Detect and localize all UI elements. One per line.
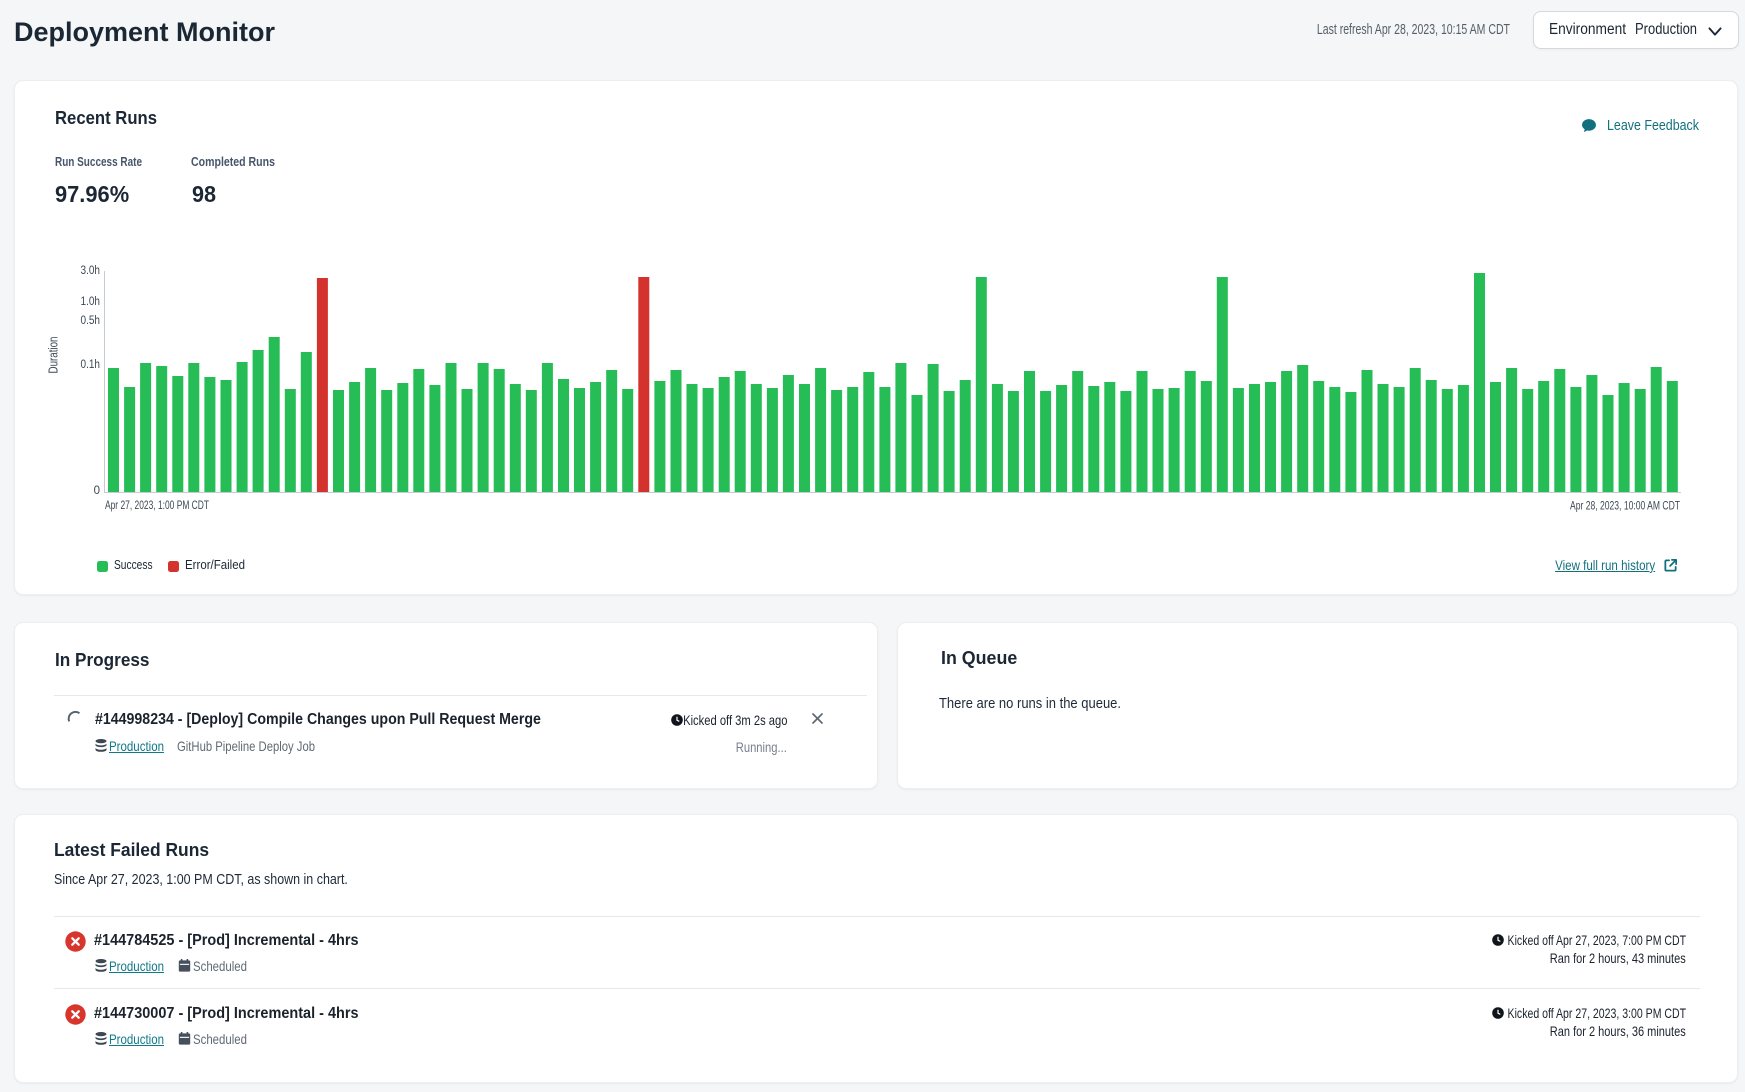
svg-text:3.0h: 3.0h <box>81 265 101 277</box>
svg-text:Apr 28, 2023, 10:00 AM CDT: Apr 28, 2023, 10:00 AM CDT <box>1570 501 1680 513</box>
svg-text:0: 0 <box>94 485 100 497</box>
svg-text:Apr 27, 2023, 1:00 PM CDT: Apr 27, 2023, 1:00 PM CDT <box>105 500 209 512</box>
svg-text:1.0h: 1.0h <box>81 296 101 308</box>
svg-text:Duration: Duration <box>47 336 61 373</box>
svg-text:0.5h: 0.5h <box>81 315 101 327</box>
svg-text:0.1h: 0.1h <box>81 359 101 371</box>
